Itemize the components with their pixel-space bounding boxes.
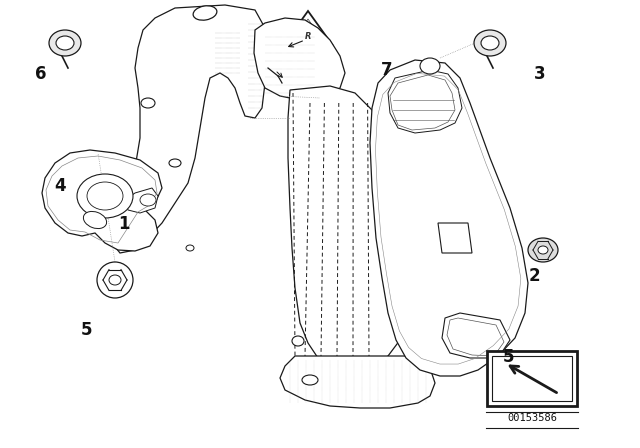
Circle shape (97, 262, 133, 298)
Polygon shape (388, 70, 462, 133)
Ellipse shape (109, 275, 121, 285)
Ellipse shape (420, 58, 440, 74)
Polygon shape (254, 18, 345, 100)
Text: R: R (305, 31, 311, 40)
Polygon shape (370, 60, 528, 376)
Text: 3: 3 (534, 65, 546, 83)
Text: 1: 1 (118, 215, 130, 233)
Polygon shape (447, 318, 504, 356)
Text: 4: 4 (54, 177, 66, 195)
Polygon shape (442, 313, 510, 358)
Ellipse shape (169, 159, 181, 167)
Ellipse shape (140, 194, 156, 206)
Polygon shape (125, 188, 158, 213)
Ellipse shape (302, 375, 318, 385)
Polygon shape (42, 150, 162, 251)
Polygon shape (390, 75, 455, 130)
Ellipse shape (141, 98, 155, 108)
Ellipse shape (56, 36, 74, 50)
Ellipse shape (538, 246, 548, 254)
Ellipse shape (49, 30, 81, 56)
Bar (492, 356, 572, 401)
Ellipse shape (528, 238, 558, 262)
Polygon shape (288, 86, 412, 368)
Polygon shape (283, 11, 333, 46)
Text: 6: 6 (35, 65, 47, 83)
Text: 7: 7 (381, 61, 393, 79)
Ellipse shape (77, 174, 133, 218)
Polygon shape (438, 223, 472, 253)
Polygon shape (110, 5, 268, 253)
Text: 5: 5 (80, 321, 92, 339)
Text: 00153586: 00153586 (507, 413, 557, 423)
Ellipse shape (186, 245, 194, 251)
Ellipse shape (474, 30, 506, 56)
Ellipse shape (87, 182, 123, 210)
Bar (487, 351, 577, 406)
Ellipse shape (83, 211, 107, 228)
Polygon shape (280, 356, 435, 408)
Text: 2: 2 (528, 267, 540, 285)
Text: 5: 5 (502, 348, 514, 366)
Ellipse shape (292, 336, 304, 346)
Ellipse shape (193, 6, 217, 20)
Ellipse shape (481, 36, 499, 50)
